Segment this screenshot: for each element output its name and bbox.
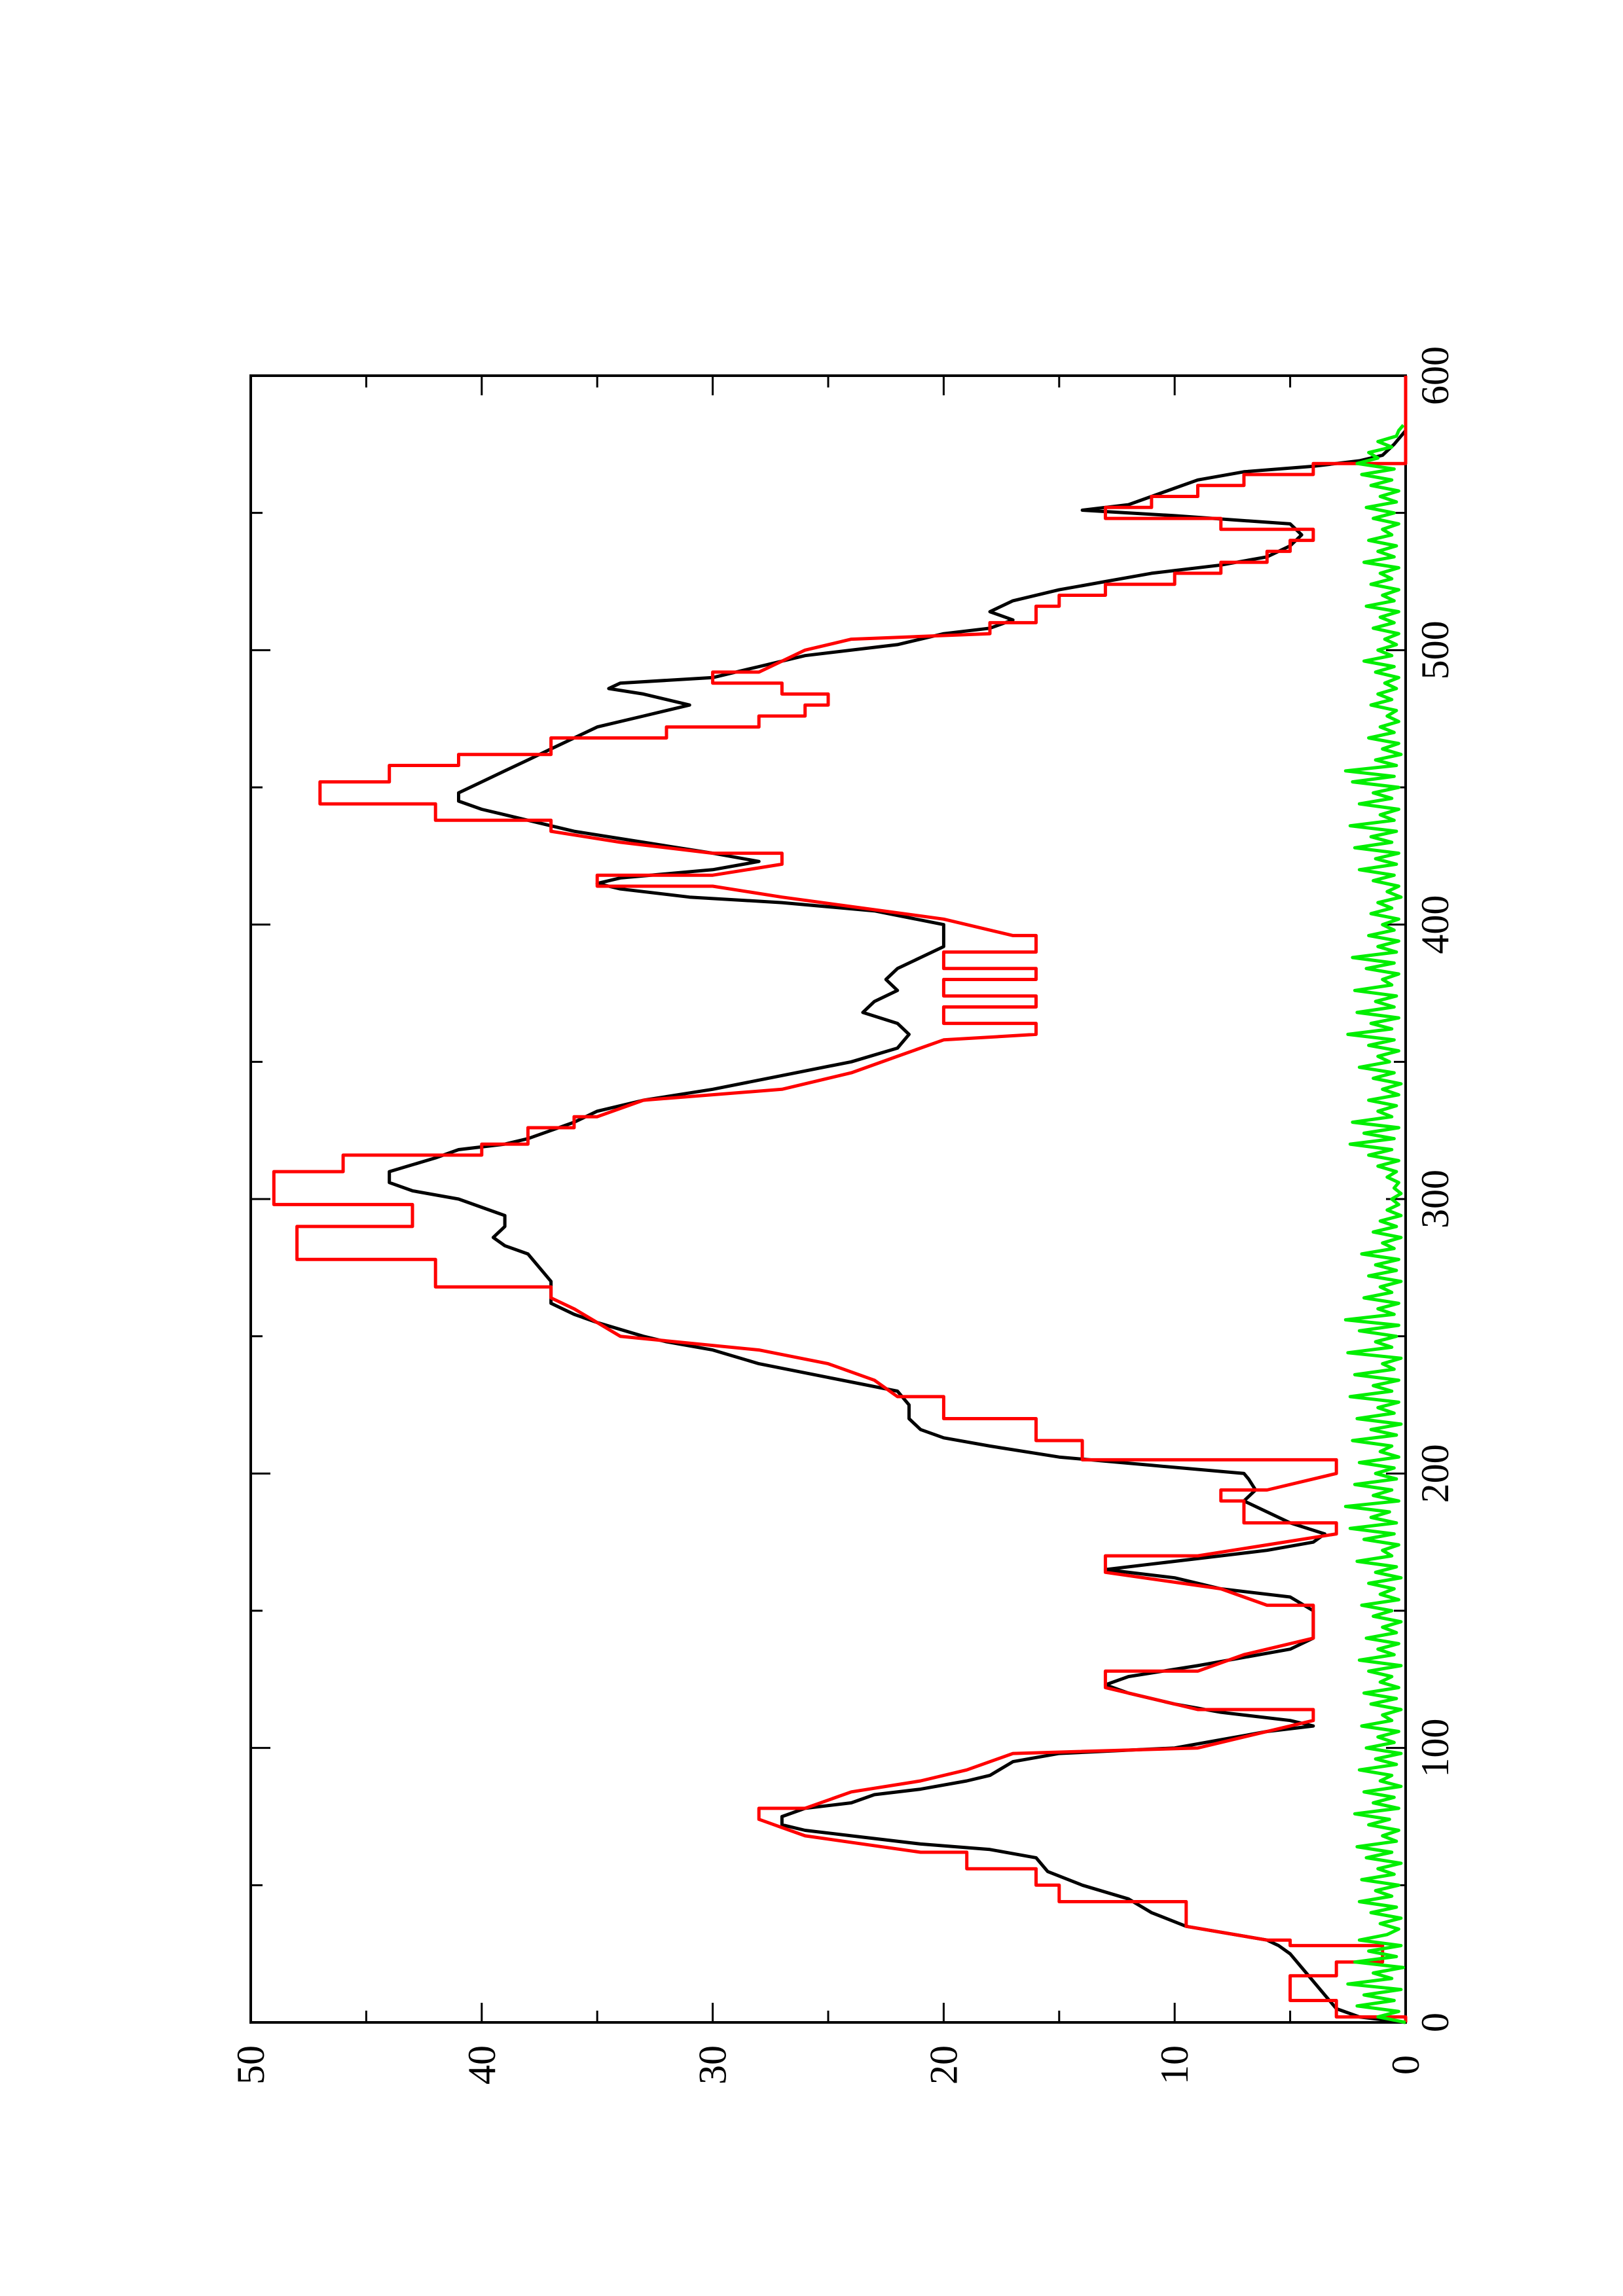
x-tick-label: 0 bbox=[1413, 2013, 1457, 2032]
plot-frame bbox=[249, 374, 1407, 2024]
x-tick-label: 500 bbox=[1413, 620, 1457, 679]
x-axis-ticks: 0 100 200 300 400 500 600 bbox=[251, 346, 1457, 2032]
x-tick-label: 100 bbox=[1413, 1719, 1457, 1778]
x-tick-label: 600 bbox=[1413, 346, 1457, 405]
y-tick-label: 30 bbox=[691, 2045, 735, 2085]
y-tick-label: 20 bbox=[922, 2045, 965, 2085]
x-tick-label: 200 bbox=[1413, 1444, 1457, 1503]
x-tick-label: 300 bbox=[1413, 1170, 1457, 1229]
y-tick-label: 10 bbox=[1153, 2045, 1196, 2085]
y-axis-ticks: 0 10 20 30 40 50 bbox=[229, 376, 1427, 2085]
series-line-3 bbox=[1343, 423, 1406, 2024]
y-tick-label: 40 bbox=[460, 2045, 503, 2085]
series-layer bbox=[272, 376, 1408, 2024]
y-tick-label: 0 bbox=[1384, 2055, 1427, 2075]
series-line-2 bbox=[272, 376, 1408, 2022]
y-tick-label: 50 bbox=[229, 2045, 272, 2085]
series-line-1 bbox=[388, 429, 1407, 2024]
x-tick-label: 400 bbox=[1413, 895, 1457, 954]
